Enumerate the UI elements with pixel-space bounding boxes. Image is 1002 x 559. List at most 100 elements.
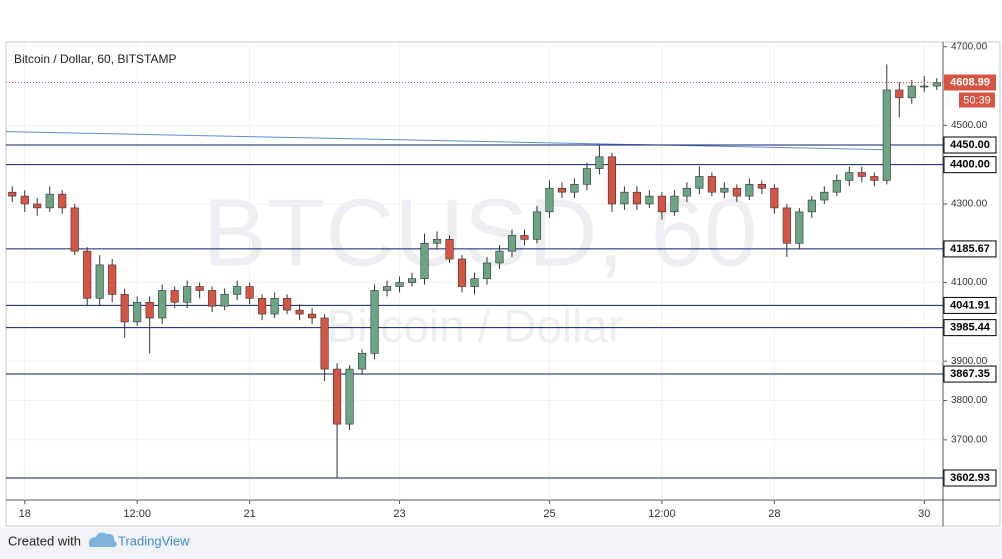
candle-body bbox=[208, 290, 217, 307]
candle-body bbox=[532, 211, 542, 240]
candle-body bbox=[507, 235, 517, 252]
candle-body bbox=[757, 184, 766, 189]
candle-body bbox=[133, 301, 142, 323]
x-tick-label: 12:00 bbox=[123, 508, 151, 520]
footer-brand[interactable]: TradingView bbox=[118, 533, 190, 548]
footer-created-with: Created with bbox=[8, 533, 81, 548]
level-label: 3985.44 bbox=[950, 322, 991, 334]
level-label: 3867.35 bbox=[950, 368, 990, 380]
candle-body bbox=[432, 239, 442, 244]
candle-body bbox=[333, 368, 342, 425]
level-label-box bbox=[943, 365, 997, 383]
y-tick-label: 3700.00 bbox=[951, 434, 988, 445]
candle-body bbox=[495, 250, 504, 264]
candle-body bbox=[607, 156, 616, 205]
candle-body bbox=[58, 193, 67, 209]
level-label: 4450.00 bbox=[950, 139, 990, 151]
level-label-box bbox=[943, 319, 997, 337]
candle-body bbox=[570, 184, 579, 193]
candle-body bbox=[470, 278, 479, 287]
level-label-box bbox=[943, 296, 997, 314]
candle-body bbox=[270, 298, 279, 315]
candle-body bbox=[932, 82, 941, 87]
level-label: 4400.00 bbox=[950, 159, 990, 171]
y-tick-label: 4100.00 bbox=[951, 277, 988, 288]
level-label: 3602.93 bbox=[950, 472, 990, 484]
candle-body bbox=[545, 187, 554, 213]
candle-body bbox=[245, 286, 254, 299]
candle-body bbox=[20, 195, 29, 205]
candle-body bbox=[33, 203, 42, 209]
candle-body bbox=[807, 199, 816, 213]
candle-body bbox=[8, 191, 17, 197]
candle-body bbox=[158, 290, 167, 319]
candle-body bbox=[320, 317, 329, 370]
candle-body bbox=[283, 298, 292, 311]
candle-body bbox=[670, 195, 679, 213]
candle-body bbox=[407, 278, 417, 283]
x-tick-label: 18 bbox=[19, 508, 31, 520]
level-label: 4041.91 bbox=[950, 299, 990, 311]
candle-body bbox=[258, 298, 267, 315]
candle-body bbox=[745, 184, 754, 197]
candle-body bbox=[358, 353, 367, 370]
candle-body bbox=[220, 294, 229, 307]
x-tick-label: 23 bbox=[393, 508, 405, 520]
candle-body bbox=[682, 187, 691, 197]
y-tick-label: 4300.00 bbox=[951, 199, 988, 210]
tradingview-logo[interactable] bbox=[88, 532, 117, 547]
candle-body bbox=[845, 172, 854, 181]
candle-body bbox=[820, 191, 829, 201]
candle-body bbox=[83, 250, 92, 299]
candle-body bbox=[308, 313, 317, 319]
last-price-label: 4608.99 bbox=[950, 76, 990, 88]
candle-body bbox=[70, 207, 79, 252]
candle-body bbox=[795, 211, 804, 244]
candle-body bbox=[657, 195, 666, 213]
countdown-label: 50:39 bbox=[963, 94, 991, 106]
candle-body bbox=[445, 239, 454, 260]
candle-body bbox=[782, 207, 791, 244]
last-price-box bbox=[944, 74, 996, 91]
candle-body bbox=[45, 193, 54, 209]
level-label-box bbox=[943, 240, 997, 258]
candle-body bbox=[645, 195, 654, 205]
candle-body bbox=[295, 309, 304, 315]
y-tick-label: 3900.00 bbox=[951, 356, 988, 367]
candle-body bbox=[620, 191, 629, 205]
x-tick-label: 21 bbox=[243, 508, 255, 520]
y-tick-label: 3800.00 bbox=[951, 395, 988, 406]
candle-body bbox=[170, 290, 179, 303]
candle-body bbox=[420, 242, 429, 279]
x-tick-label: 25 bbox=[543, 508, 555, 520]
candle-body bbox=[882, 89, 891, 181]
candle-body bbox=[233, 286, 242, 295]
candle-body bbox=[857, 172, 866, 177]
candle-body bbox=[145, 301, 154, 319]
candle-body bbox=[345, 368, 354, 425]
candle-body bbox=[108, 264, 117, 295]
x-tick-label: 12:00 bbox=[648, 508, 676, 520]
candle-body bbox=[770, 187, 779, 209]
level-label-box bbox=[943, 136, 997, 154]
candle-body bbox=[457, 258, 467, 287]
y-tick-label: 4500.00 bbox=[951, 120, 988, 131]
candle-body bbox=[595, 156, 604, 169]
chart-title: Bitcoin / Dollar, 60, BITSTAMP bbox=[14, 52, 177, 66]
candle-body bbox=[732, 187, 741, 197]
candle-body bbox=[582, 168, 591, 185]
candle-body bbox=[632, 191, 641, 205]
candle-body bbox=[707, 176, 716, 193]
candle-body bbox=[720, 187, 729, 193]
candle-body bbox=[95, 264, 104, 299]
countdown-box bbox=[959, 92, 995, 108]
candle-body bbox=[520, 235, 529, 240]
candle-body bbox=[920, 85, 929, 88]
candle-body bbox=[557, 187, 567, 193]
x-tick-label: 28 bbox=[768, 508, 780, 520]
candle-body bbox=[907, 85, 916, 99]
candle-body bbox=[370, 290, 379, 354]
chart-frame bbox=[5, 41, 1001, 527]
